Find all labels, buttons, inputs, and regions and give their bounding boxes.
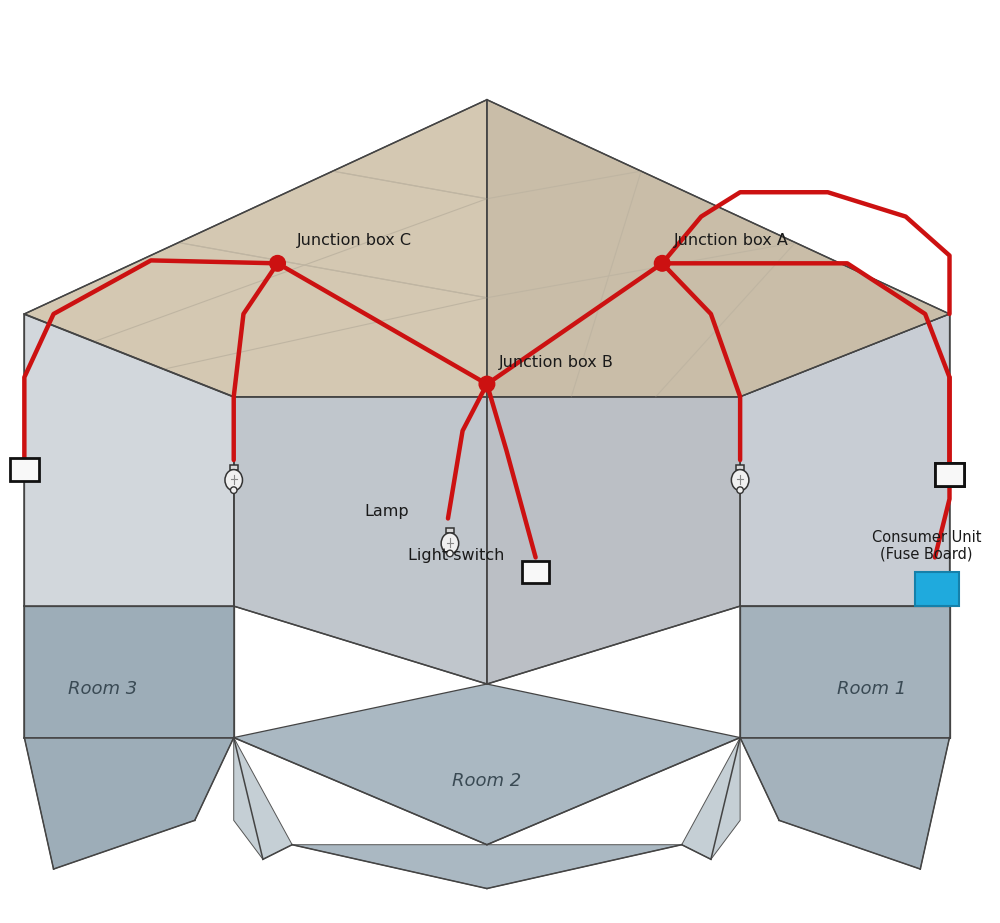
FancyBboxPatch shape [935, 463, 964, 486]
Text: Room 3: Room 3 [68, 680, 137, 698]
FancyBboxPatch shape [522, 561, 549, 582]
Polygon shape [234, 737, 292, 859]
Polygon shape [234, 684, 740, 845]
Circle shape [230, 486, 237, 494]
Text: Light switch: Light switch [408, 548, 504, 563]
Polygon shape [24, 314, 234, 606]
Text: Junction box B: Junction box B [499, 355, 613, 370]
Polygon shape [487, 100, 950, 397]
Bar [230, 465, 238, 470]
Ellipse shape [225, 470, 242, 491]
FancyBboxPatch shape [10, 458, 39, 482]
Polygon shape [24, 737, 234, 869]
Text: Junction box C: Junction box C [297, 233, 412, 247]
Polygon shape [24, 100, 487, 397]
Circle shape [654, 256, 670, 271]
Ellipse shape [441, 533, 459, 554]
Polygon shape [234, 397, 487, 684]
Circle shape [447, 550, 453, 557]
Polygon shape [24, 606, 234, 737]
Polygon shape [740, 314, 950, 606]
Polygon shape [292, 845, 682, 889]
Polygon shape [487, 397, 740, 684]
Polygon shape [740, 737, 950, 869]
Polygon shape [915, 572, 959, 606]
FancyBboxPatch shape [935, 463, 964, 486]
Text: Room 2: Room 2 [452, 773, 522, 790]
Text: Junction box A: Junction box A [674, 233, 789, 247]
Ellipse shape [731, 470, 749, 491]
Circle shape [737, 486, 743, 494]
Circle shape [270, 256, 285, 271]
Bar [446, 528, 454, 533]
Text: Consumer Unit
(Fuse Board): Consumer Unit (Fuse Board) [872, 530, 981, 562]
Polygon shape [682, 737, 740, 859]
Polygon shape [740, 606, 950, 737]
Text: Room 1: Room 1 [837, 680, 906, 698]
Text: Lamp: Lamp [364, 504, 409, 519]
Circle shape [479, 377, 495, 392]
Bar [736, 465, 744, 470]
